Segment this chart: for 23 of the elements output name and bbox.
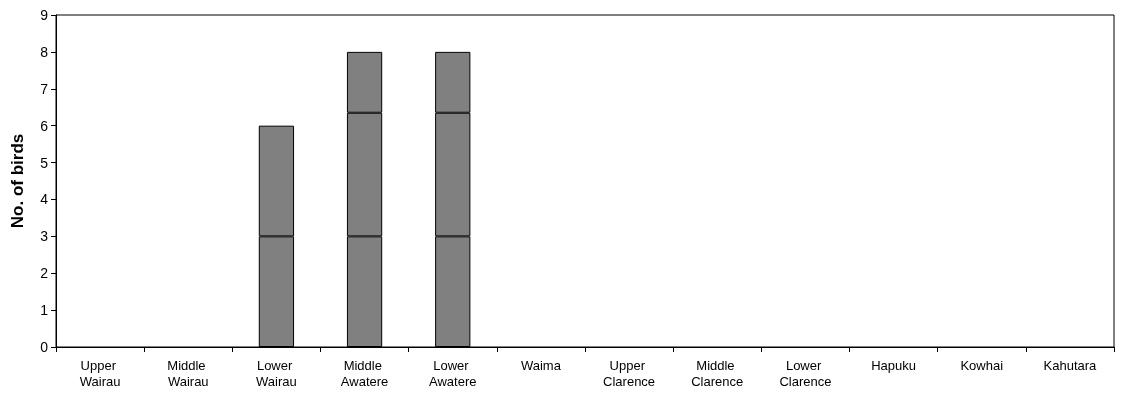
y-tick-label: 3	[40, 228, 49, 245]
x-tick-label: Middle Wairau	[167, 357, 210, 389]
x-tick-label: Upper Wairau	[79, 357, 121, 389]
y-tick-label: 0	[40, 339, 49, 355]
x-tick-label: Lower Wairau	[256, 357, 297, 389]
x-tick-label: Lower Clarence	[779, 357, 832, 389]
x-tick-label: Upper Clarence	[603, 357, 656, 389]
y-tick-label: 1	[40, 302, 49, 319]
y-axis-title: No. of birds	[8, 133, 27, 229]
y-tick-label: 8	[40, 43, 49, 60]
y-tick-label: 2	[40, 265, 49, 282]
x-tick-label: Waima	[520, 357, 562, 373]
x-tick-label: Hapuku	[871, 357, 916, 373]
x-tick-label: Lower Awatere	[429, 357, 477, 389]
x-tick-label: Kahutara	[1043, 357, 1098, 373]
y-tick-label: 6	[40, 117, 49, 134]
y-tick-label: 7	[40, 80, 49, 97]
x-tick-label: Kowhai	[960, 357, 1004, 373]
y-tick-label: 4	[40, 191, 49, 208]
x-tick-label: Middle Clarence	[691, 357, 744, 389]
y-tick-label: 9	[40, 7, 49, 23]
x-tick-label: Middle Awatere	[340, 357, 389, 389]
y-tick-label: 5	[40, 154, 49, 171]
